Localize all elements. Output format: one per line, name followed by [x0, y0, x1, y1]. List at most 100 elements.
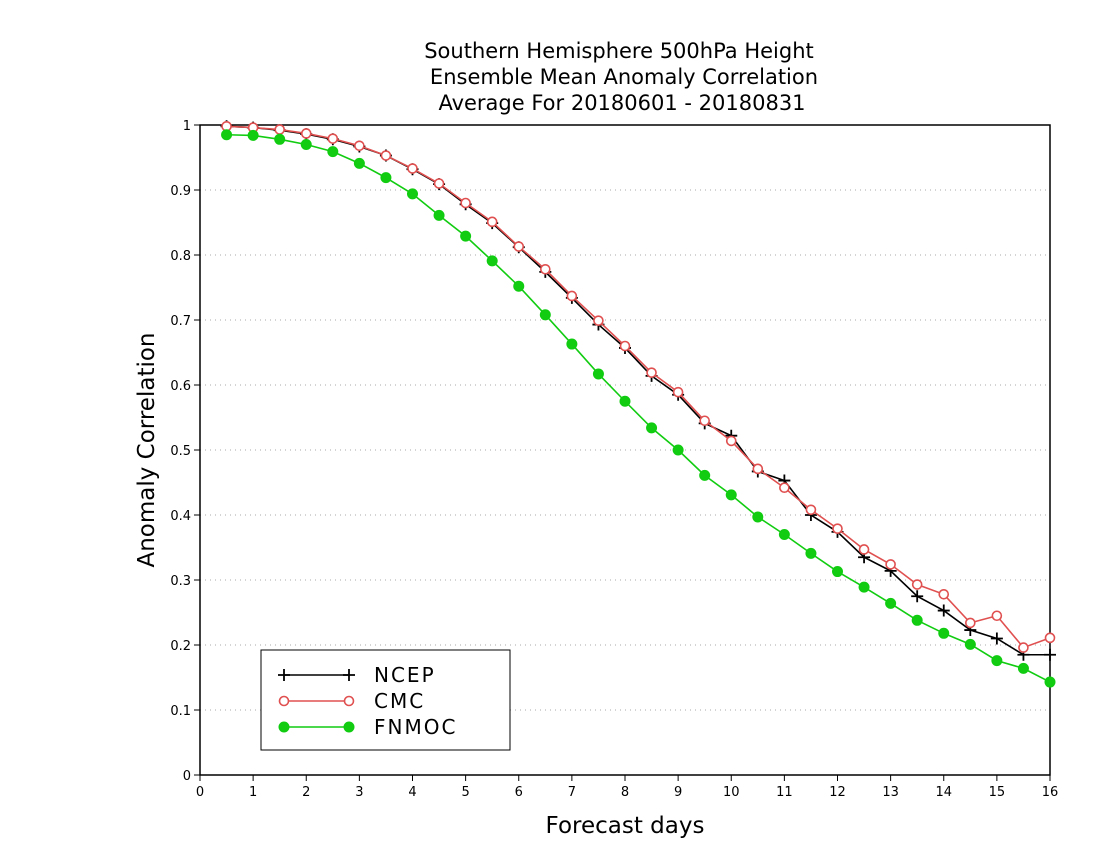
legend-item-fnmoc: FNMOC: [278, 715, 457, 739]
y-axis-label: Anomaly Correlation: [134, 332, 160, 567]
data-point-cmc: [619, 340, 631, 352]
legend-marker-fnmoc: [343, 721, 355, 733]
data-point-cmc: [938, 588, 950, 600]
grid-lines: [200, 189, 1050, 711]
data-point-fnmoc: [938, 627, 950, 639]
legend-label-cmc: CMC: [374, 689, 425, 713]
y-tick-label: 0.9: [170, 184, 191, 199]
x-tick-label: 1: [249, 785, 257, 800]
data-point-cmc: [1044, 632, 1056, 644]
x-tick-label: 10: [723, 785, 740, 800]
data-point-cmc: [646, 367, 657, 378]
data-point-cmc: [805, 504, 817, 516]
data-point-fnmoc: [964, 638, 976, 650]
data-point-fnmoc: [327, 146, 339, 158]
data-point-fnmoc: [539, 309, 551, 321]
title-line-1: Southern Hemisphere 500hPa Height: [424, 39, 814, 63]
data-point-ncep: [1044, 648, 1056, 661]
data-point-fnmoc: [513, 280, 525, 292]
data-point-cmc: [513, 241, 525, 252]
data-point-fnmoc: [592, 368, 604, 380]
data-point-ncep: [990, 632, 1003, 645]
legend-marker-cmc: [278, 695, 290, 707]
series-cmc: [221, 121, 1056, 653]
legend-marker-cmc: [343, 695, 355, 707]
data-point-ncep: [937, 604, 950, 617]
y-tick-label: 0.4: [170, 509, 191, 524]
data-point-cmc: [300, 128, 312, 139]
x-axis-label: Forecast days: [546, 813, 705, 839]
data-point-fnmoc: [832, 566, 843, 578]
legend-marker-ncep: [343, 669, 355, 681]
legend-item-cmc: CMC: [278, 689, 425, 713]
data-point-cmc: [885, 559, 896, 570]
legend-box: [260, 649, 511, 751]
data-point-fnmoc: [300, 139, 312, 150]
title-line-2: Ensemble Mean Anomaly Correlation: [430, 65, 818, 89]
data-point-cmc: [911, 579, 923, 590]
y-axis: 0 0.1 0.2 0.3 0.4 0.5 0.6 0.7 0.8 0.9 1: [170, 119, 200, 784]
data-point-fnmoc: [646, 422, 658, 434]
data-point-cmc: [460, 197, 471, 209]
data-point-fnmoc: [805, 547, 817, 559]
data-point-cmc: [274, 124, 285, 135]
x-tick-label: 0: [196, 785, 204, 800]
data-point-cmc: [779, 482, 790, 494]
y-tick-label: 0: [183, 769, 191, 784]
data-point-fnmoc: [221, 129, 233, 141]
data-point-fnmoc: [619, 395, 631, 407]
y-tick-label: 0.5: [170, 444, 191, 459]
data-point-cmc: [858, 544, 870, 555]
x-tick-label: 16: [1042, 785, 1059, 800]
data-point-cmc: [832, 523, 843, 534]
x-tick-label: 2: [302, 785, 310, 800]
series-line-fnmoc: [226, 133, 1051, 683]
data-point-cmc: [752, 463, 764, 475]
data-point-fnmoc: [858, 581, 870, 593]
x-tick-label: 3: [355, 785, 363, 800]
data-point-fnmoc: [991, 655, 1003, 667]
data-point-fnmoc: [566, 338, 578, 350]
data-point-cmc: [593, 315, 604, 326]
title-line-3: Average For 20180601 - 20180831: [438, 91, 805, 115]
y-tick-label: 0.2: [170, 639, 191, 654]
legend-marker-fnmoc: [278, 721, 290, 733]
x-tick-label: 13: [882, 785, 899, 800]
data-point-cmc: [725, 435, 737, 447]
data-point-fnmoc: [353, 157, 365, 169]
data-point-cmc: [380, 150, 392, 161]
x-tick-label: 7: [568, 785, 576, 800]
data-point-cmc: [699, 415, 710, 427]
x-tick-label: 15: [989, 785, 1006, 800]
series-fnmoc: [221, 129, 1056, 688]
data-point-cmc: [1018, 642, 1029, 653]
x-tick-label: 6: [515, 785, 523, 800]
legend-label-fnmoc: FNMOC: [374, 715, 457, 739]
data-point-fnmoc: [885, 597, 897, 609]
data-point-cmc: [566, 290, 578, 302]
data-point-cmc: [407, 163, 418, 174]
data-point-fnmoc: [380, 172, 392, 184]
data-point-cmc: [354, 140, 365, 152]
data-point-ncep: [911, 590, 924, 603]
data-point-fnmoc: [778, 529, 790, 540]
data-point-cmc: [486, 216, 498, 228]
data-point-cmc: [672, 386, 684, 398]
y-tick-label: 0.1: [170, 704, 191, 719]
data-point-fnmoc: [1044, 676, 1056, 688]
data-point-cmc: [965, 617, 976, 629]
x-axis: 0 1 2 3 4 5 6 7 8 9 10 11 12 13 14 15 16: [196, 775, 1058, 800]
y-tick-label: 1: [183, 119, 191, 134]
x-tick-label: 12: [829, 785, 846, 800]
y-tick-label: 0.3: [170, 574, 191, 589]
data-point-cmc: [433, 178, 445, 189]
data-point-fnmoc: [486, 255, 498, 267]
data-point-fnmoc: [911, 614, 923, 626]
data-point-fnmoc: [407, 188, 418, 200]
data-point-fnmoc: [433, 209, 445, 221]
data-point-cmc: [540, 263, 551, 275]
data-point-fnmoc: [699, 469, 711, 481]
